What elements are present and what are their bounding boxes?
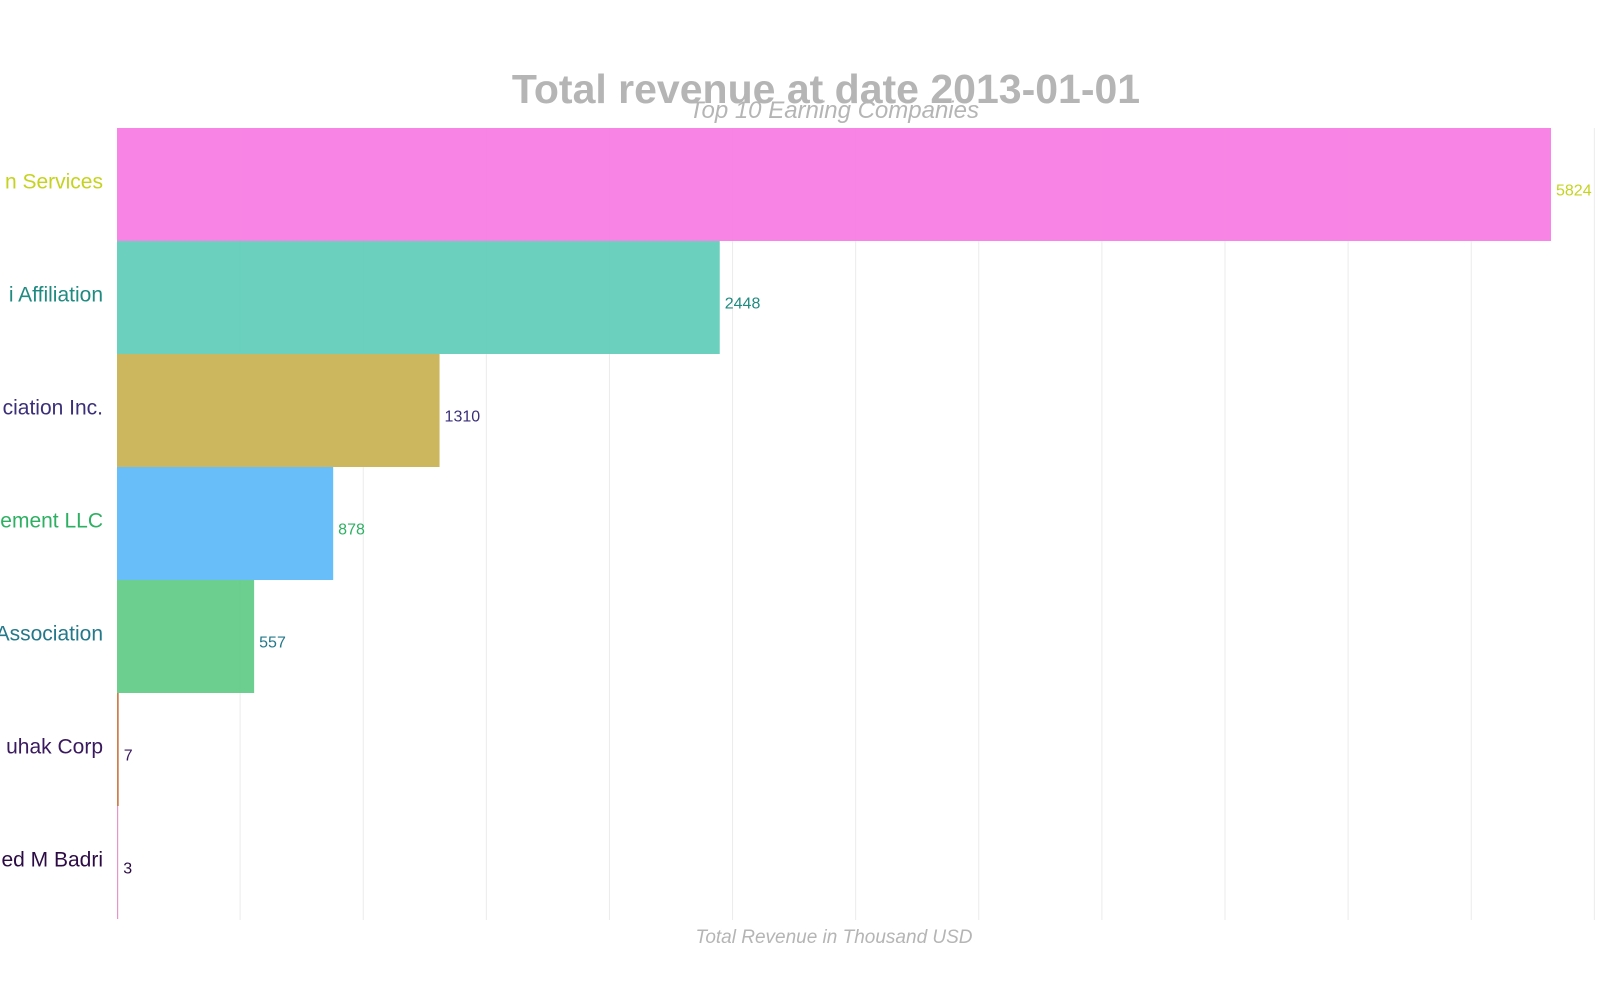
category-label: uhak Corp — [6, 736, 103, 759]
category-label: Association — [0, 623, 103, 646]
chart-subtitle: Top 10 Earning Companies — [689, 97, 979, 124]
category-label: i Affiliation — [9, 284, 103, 307]
labels: n Services 5824 i Affiliation 2448 ciation I… — [0, 171, 1592, 878]
value-label: 3 — [123, 861, 132, 878]
bar — [117, 806, 119, 919]
value-label: 7 — [124, 748, 133, 765]
x-axis-label: Total Revenue in Thousand USD — [695, 927, 972, 948]
value-label: 1310 — [445, 409, 481, 426]
bar — [117, 580, 255, 693]
value-label: 878 — [338, 522, 365, 539]
bar — [117, 693, 119, 806]
category-label: ement LLC — [0, 510, 103, 533]
bar — [117, 354, 440, 467]
bar — [117, 128, 1551, 241]
chart-title: Total revenue at date 2013-01-01 — [512, 66, 1140, 112]
category-label: ed M Badri — [1, 849, 103, 872]
category-label: ciation Inc. — [3, 397, 103, 420]
value-label: 2448 — [725, 296, 761, 313]
bars — [117, 128, 1551, 919]
bar — [117, 467, 334, 580]
bar — [117, 241, 720, 354]
value-label: 5824 — [1556, 183, 1592, 200]
value-label: 557 — [259, 635, 286, 652]
category-label: n Services — [5, 171, 103, 194]
